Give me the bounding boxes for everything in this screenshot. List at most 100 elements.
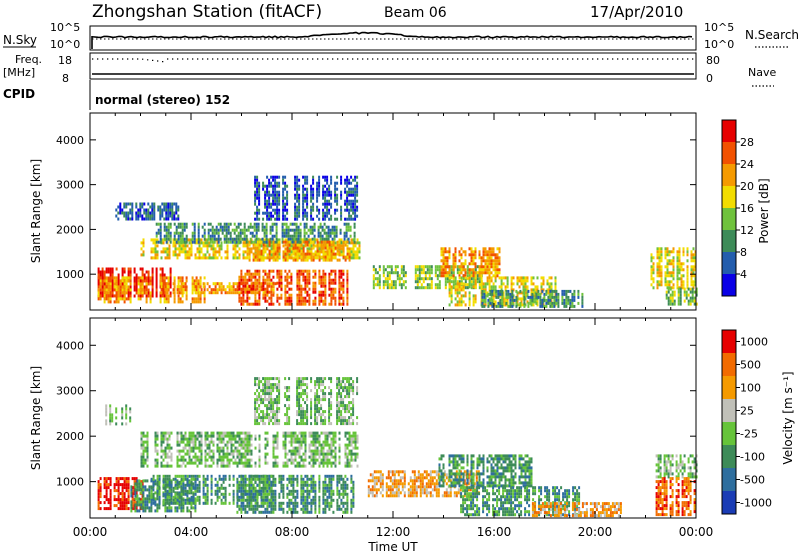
data-cell: [224, 256, 227, 260]
data-cell: [176, 431, 179, 435]
colorbar-tick-label: 12: [740, 224, 754, 237]
data-cell: [250, 458, 253, 462]
data-cell: [180, 464, 183, 468]
data-cell: [557, 298, 560, 302]
data-cell: [144, 446, 147, 450]
data-cell: [540, 282, 543, 286]
data-cell: [274, 440, 277, 444]
data-cell: [213, 228, 216, 232]
data-cell: [150, 247, 153, 251]
data-cell: [314, 275, 317, 279]
data-cell: [672, 250, 675, 254]
data-cell: [296, 214, 299, 218]
data-cell: [244, 434, 247, 438]
data-cell: [163, 300, 166, 304]
data-cell: [133, 279, 136, 283]
data-cell: [280, 272, 283, 276]
data-cell: [226, 285, 229, 289]
data-cell: [178, 503, 181, 507]
data-cell: [139, 267, 142, 271]
data-cell: [340, 208, 343, 212]
data-cell: [297, 231, 300, 235]
data-cell: [488, 274, 491, 278]
data-cell: [165, 240, 168, 244]
data-cell: [185, 240, 188, 244]
data-cell: [470, 262, 473, 266]
data-cell: [174, 244, 177, 248]
data-cell: [170, 485, 173, 489]
data-cell: [168, 247, 171, 251]
data-cell: [169, 294, 172, 298]
data-cell: [97, 492, 100, 496]
data-cell: [458, 274, 461, 278]
data-cell: [115, 291, 118, 295]
data-cell: [220, 461, 223, 465]
data-cell: [472, 274, 475, 278]
data-cell: [143, 279, 146, 283]
data-cell: [487, 298, 490, 302]
data-cell: [159, 237, 162, 241]
data-cell: [656, 283, 659, 287]
data-cell: [157, 205, 160, 209]
data-cell: [492, 274, 495, 278]
data-cell: [142, 497, 145, 501]
data-cell: [400, 271, 403, 275]
data-cell: [260, 238, 263, 242]
data-cell: [280, 284, 283, 288]
data-cell: [179, 237, 182, 241]
data-cell: [123, 498, 126, 502]
data-cell: [165, 217, 168, 221]
data-cell: [182, 291, 185, 295]
data-cell: [148, 497, 151, 501]
data-cell: [312, 190, 315, 194]
data-cell: [322, 290, 325, 294]
data-cell: [474, 297, 477, 301]
data-cell: [239, 228, 242, 232]
data-cell: [494, 300, 497, 304]
data-cell: [682, 274, 685, 278]
data-cell: [142, 494, 145, 498]
data-cell: [326, 258, 329, 262]
data-cell: [376, 277, 379, 281]
data-cell: [117, 273, 120, 277]
data-cell: [196, 238, 199, 242]
data-cell: [268, 302, 271, 306]
data-cell: [121, 276, 124, 280]
data-cell: [338, 272, 341, 276]
data-cell: [335, 231, 338, 235]
data-cell: [418, 265, 421, 269]
data-cell: [175, 228, 178, 232]
data-cell: [300, 243, 303, 247]
data-cell: [213, 237, 216, 241]
data-cell: [266, 208, 269, 212]
data-cell: [322, 249, 325, 253]
data-cell: [121, 294, 124, 298]
data-cell: [145, 285, 148, 289]
data-cell: [181, 228, 184, 232]
data-cell: [240, 287, 243, 291]
data-cell: [358, 247, 361, 251]
data-cell: [225, 222, 228, 226]
data-cell: [264, 299, 267, 303]
data-cell: [422, 280, 425, 284]
data-cell: [256, 205, 259, 209]
data-cell: [319, 231, 322, 235]
data-cell: [127, 297, 130, 301]
data-cell: [216, 288, 219, 292]
data-cell: [266, 290, 269, 294]
data-cell: [489, 298, 492, 302]
data-cell: [482, 268, 485, 272]
data-cell: [186, 440, 189, 444]
data-cell: [156, 437, 159, 441]
data-cell: [237, 237, 240, 241]
data-cell: [139, 291, 142, 295]
data-cell: [330, 269, 333, 273]
data-cell: [217, 222, 220, 226]
data-cell: [268, 199, 271, 203]
data-cell: [239, 234, 242, 238]
data-cell: [115, 294, 118, 298]
data-cell: [328, 193, 331, 197]
data-cell: [356, 208, 359, 212]
data-cell: [318, 193, 321, 197]
data-cell: [127, 285, 130, 289]
